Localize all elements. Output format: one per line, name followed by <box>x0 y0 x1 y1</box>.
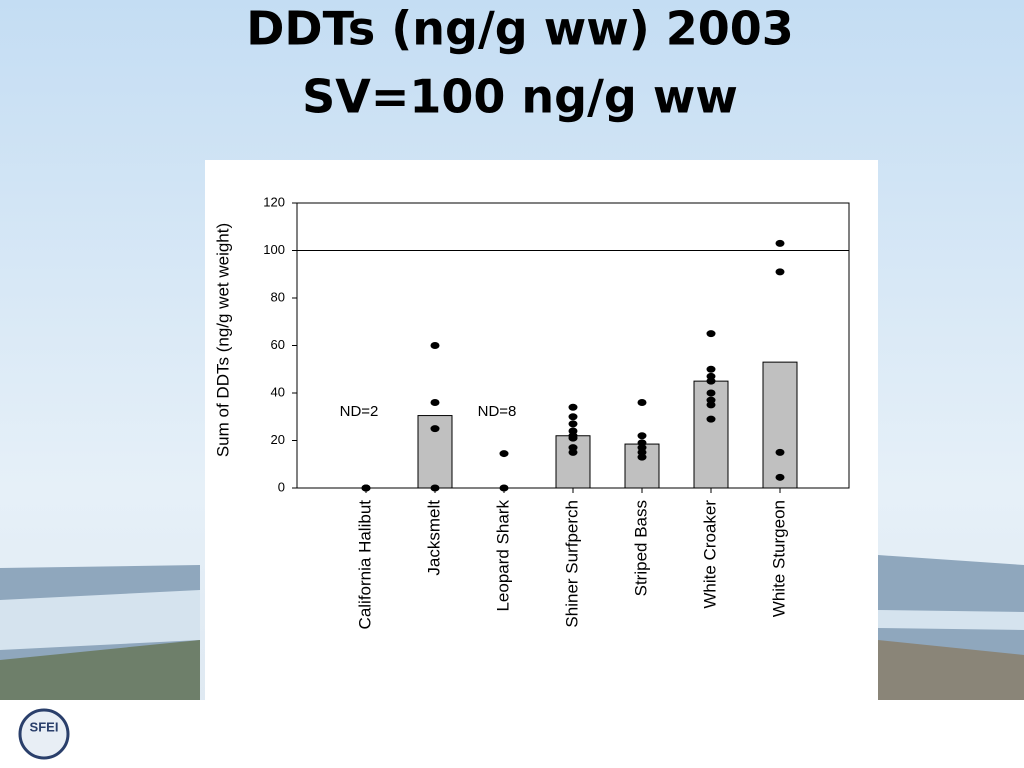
data-point <box>706 377 716 385</box>
data-point <box>637 453 647 461</box>
data-point <box>499 450 509 458</box>
data-point <box>775 448 785 456</box>
data-point <box>775 239 785 247</box>
water <box>0 590 200 650</box>
annotation: ND=8 <box>478 403 517 420</box>
city <box>878 640 1024 700</box>
data-point <box>706 389 716 397</box>
y-axis-label: Sum of DDTs (ng/g wet weight) <box>213 223 232 457</box>
data-point <box>706 401 716 409</box>
data-point <box>568 420 578 428</box>
y-tick-label: 100 <box>263 242 285 257</box>
hills <box>0 640 200 700</box>
y-tick-label: 60 <box>271 337 285 352</box>
annotation: ND=2 <box>340 403 379 420</box>
data-point <box>430 484 440 492</box>
x-tick-label: California Halibut <box>355 500 374 630</box>
data-point <box>706 365 716 373</box>
y-tick-label: 20 <box>271 432 285 447</box>
data-point <box>568 413 578 421</box>
data-point <box>499 484 509 492</box>
data-point <box>637 432 647 440</box>
data-point <box>361 484 371 492</box>
x-tick-label: Striped Bass <box>631 500 650 596</box>
data-point <box>775 268 785 276</box>
x-tick-label: Leopard Shark <box>493 500 512 612</box>
title: DDTs (ng/g ww) 2003 <box>246 2 794 56</box>
x-tick-label: Jacksmelt <box>424 500 443 576</box>
y-tick-label: 120 <box>263 194 285 209</box>
subtitle: SV=100 ng/g ww <box>302 70 738 124</box>
bar <box>555 435 591 489</box>
data-point <box>775 473 785 481</box>
data-point <box>430 342 440 349</box>
water <box>878 610 1024 630</box>
data-point <box>637 399 647 406</box>
footer <box>0 700 1024 768</box>
bar <box>762 361 798 489</box>
logo-ring <box>18 708 70 760</box>
y-tick-label: 80 <box>271 289 285 304</box>
x-tick-label: Shiner Surfperch <box>562 500 581 628</box>
data-point <box>706 415 716 423</box>
logo-text: SFEI <box>30 719 59 734</box>
x-tick-label: White Sturgeon <box>769 500 788 617</box>
data-point <box>430 399 440 406</box>
data-point <box>430 425 440 433</box>
x-tick-label: White Croaker <box>700 500 719 609</box>
y-tick-label: 40 <box>271 384 285 399</box>
data-point <box>568 434 578 442</box>
data-point <box>568 403 578 411</box>
data-point <box>568 448 578 456</box>
data-point <box>706 330 716 338</box>
y-tick-label: 0 <box>278 479 285 494</box>
